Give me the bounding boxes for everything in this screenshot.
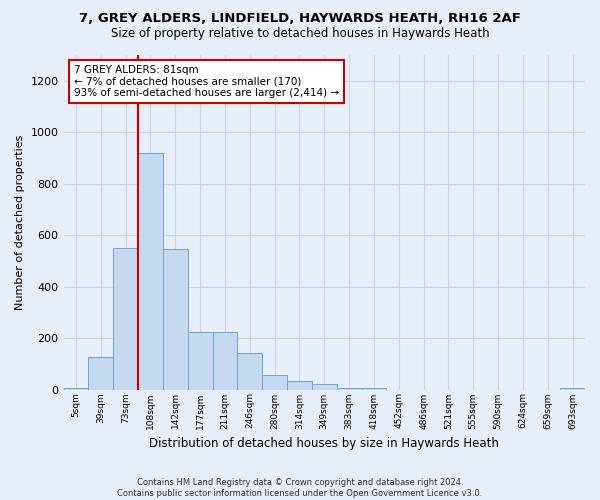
Bar bbox=[337, 388, 362, 390]
Text: 7, GREY ALDERS, LINDFIELD, HAYWARDS HEATH, RH16 2AF: 7, GREY ALDERS, LINDFIELD, HAYWARDS HEAT… bbox=[79, 12, 521, 26]
Bar bbox=[88, 358, 113, 390]
Text: 7 GREY ALDERS: 81sqm
← 7% of detached houses are smaller (170)
93% of semi-detac: 7 GREY ALDERS: 81sqm ← 7% of detached ho… bbox=[74, 65, 339, 98]
Bar bbox=[212, 332, 238, 390]
Bar bbox=[163, 250, 188, 390]
Bar bbox=[362, 388, 386, 390]
Bar bbox=[188, 332, 212, 390]
Bar bbox=[287, 380, 312, 390]
Text: Size of property relative to detached houses in Haywards Heath: Size of property relative to detached ho… bbox=[110, 28, 490, 40]
X-axis label: Distribution of detached houses by size in Haywards Heath: Distribution of detached houses by size … bbox=[149, 437, 499, 450]
Bar bbox=[138, 153, 163, 390]
Bar bbox=[312, 384, 337, 390]
Bar bbox=[560, 388, 585, 390]
Y-axis label: Number of detached properties: Number of detached properties bbox=[15, 134, 25, 310]
Bar bbox=[262, 376, 287, 390]
Text: Contains HM Land Registry data © Crown copyright and database right 2024.
Contai: Contains HM Land Registry data © Crown c… bbox=[118, 478, 482, 498]
Bar bbox=[64, 388, 88, 390]
Bar bbox=[238, 354, 262, 390]
Bar bbox=[113, 248, 138, 390]
